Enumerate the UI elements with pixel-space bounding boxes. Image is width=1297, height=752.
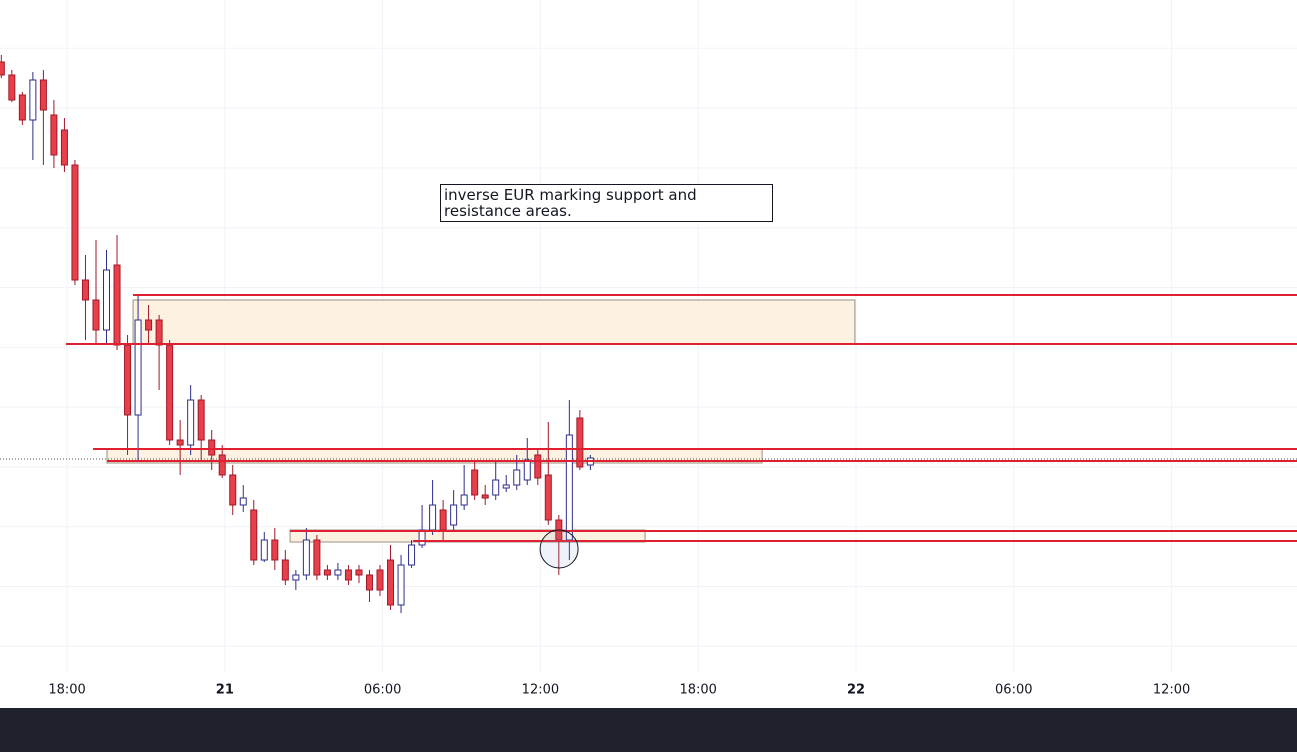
candle-body: [439, 509, 447, 531]
x-tick-label: 21: [216, 683, 234, 698]
candle-body: [429, 504, 437, 531]
candle-body: [565, 434, 573, 541]
candle-body: [239, 497, 247, 506]
x-tick-label: 12:00: [522, 683, 559, 698]
candle-body: [450, 504, 458, 526]
candle-body: [355, 569, 363, 576]
candle-body: [50, 114, 58, 156]
candle-body: [145, 319, 153, 331]
candle-body: [271, 539, 279, 561]
candle-body: [523, 459, 531, 481]
candle-body: [471, 469, 479, 496]
zone: [132, 299, 856, 345]
highlight-circle: [539, 529, 579, 569]
candle-body: [103, 269, 111, 331]
x-tick-label: 12:00: [1153, 683, 1190, 698]
candle-body: [302, 539, 310, 576]
text-annotation[interactable]: inverse EUR marking support and resistan…: [440, 184, 773, 222]
candle-body: [481, 494, 489, 499]
candle-body: [229, 474, 237, 506]
candle-body: [365, 574, 373, 591]
candle-body: [576, 417, 584, 468]
candle-body: [376, 569, 384, 591]
candle-body: [250, 509, 258, 561]
candle-body: [8, 74, 16, 101]
candle-body: [81, 279, 89, 301]
candle-body: [29, 79, 37, 121]
bottom-toolbar: [0, 708, 1297, 752]
x-tick-label: 06:00: [995, 683, 1032, 698]
candle-body: [60, 129, 68, 166]
candle-body: [460, 494, 468, 506]
candle-body: [124, 344, 132, 416]
x-tick-label: 22: [847, 683, 865, 698]
candle-body: [176, 439, 184, 446]
x-tick-label: 18:00: [48, 683, 85, 698]
candle-body: [39, 79, 47, 111]
candle-body: [113, 264, 121, 346]
candle-body: [92, 299, 100, 331]
candle-body: [513, 469, 521, 486]
candle-body: [408, 544, 416, 566]
candle-body: [260, 539, 268, 561]
candle-body: [155, 319, 163, 346]
x-tick-label: 06:00: [364, 683, 401, 698]
candle-body: [134, 319, 142, 416]
chart: 18:00 21 06:00 12:00 18:00 22 06:00 12:00: [0, 0, 1297, 698]
candle-body: [387, 559, 395, 606]
candle-body: [0, 61, 5, 76]
candle-body: [534, 454, 542, 479]
candle-body: [218, 454, 226, 476]
x-tick-label: 18:00: [679, 683, 716, 698]
candle-body: [292, 574, 300, 581]
candle-body: [197, 399, 205, 441]
candle-body: [334, 569, 342, 576]
candle-body: [187, 399, 195, 446]
candle-body: [544, 474, 552, 521]
candle-body: [166, 344, 174, 441]
candle-body: [208, 439, 216, 456]
candle-body: [323, 569, 331, 576]
candle-body: [313, 539, 321, 576]
candle-body: [71, 164, 79, 281]
candle-body: [502, 484, 510, 489]
candle-body: [418, 529, 426, 546]
candle-body: [18, 94, 26, 121]
candle-body: [281, 559, 289, 581]
candle-body: [492, 479, 500, 496]
candle-body: [397, 564, 405, 606]
candle-body: [344, 569, 352, 581]
